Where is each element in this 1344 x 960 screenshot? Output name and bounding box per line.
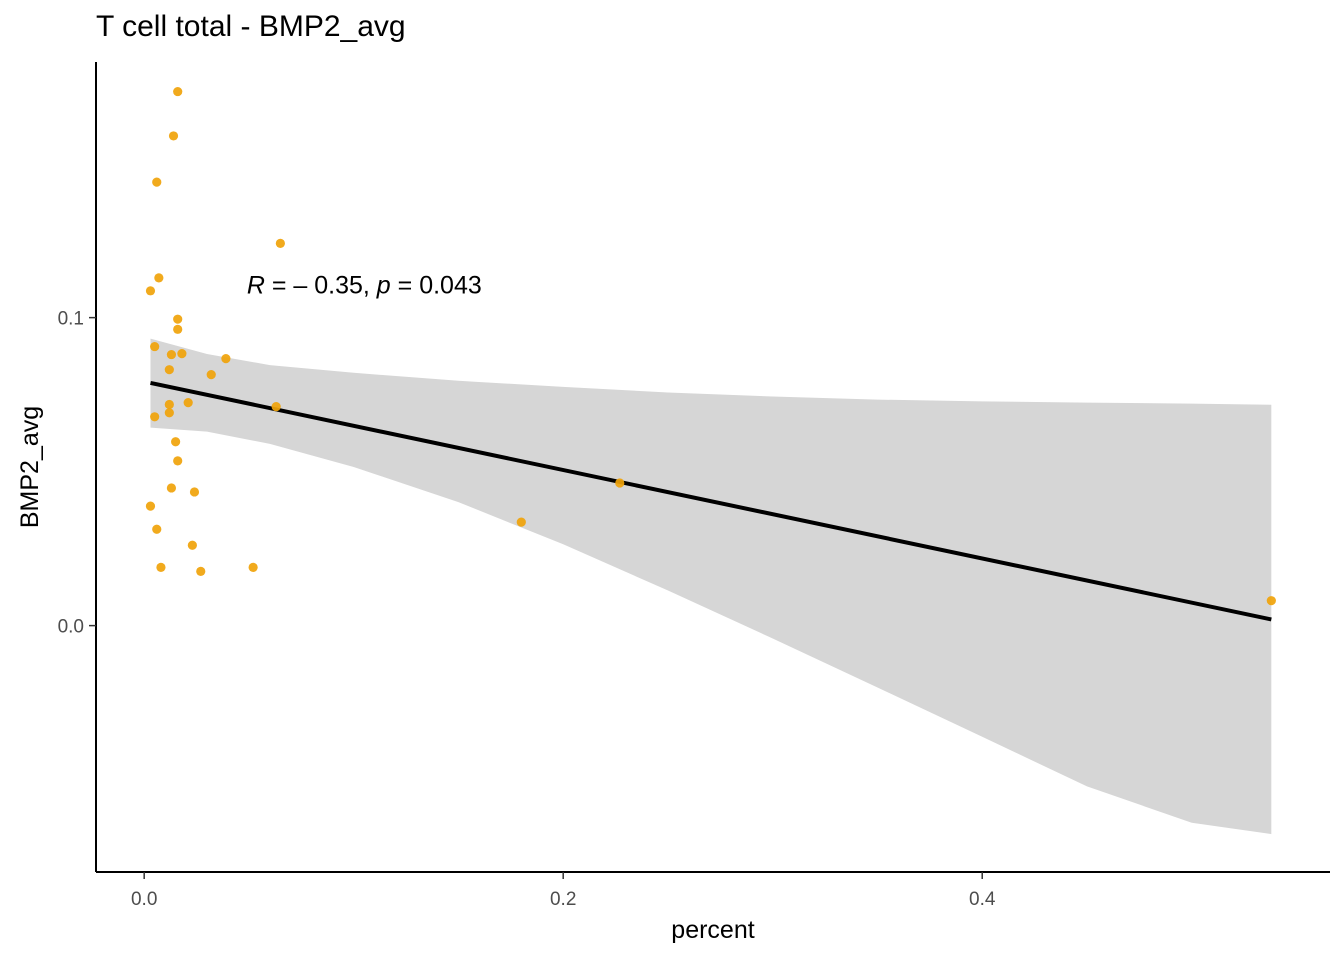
data-point [187,540,197,550]
data-point [275,238,285,249]
data-point [166,349,177,360]
data-point [171,437,181,447]
data-point [168,131,179,141]
y-axis-title: BMP2_avg [16,406,44,528]
data-point [173,324,183,334]
data-point [183,398,193,408]
data-point [145,286,156,296]
x-axis-title: percent [671,916,754,944]
data-point [164,365,174,375]
confidence-band-layer [150,338,1272,835]
data-point [615,478,625,488]
p-label: p [376,272,391,300]
data-point [221,353,231,364]
y-tick-label: 0.0 [58,617,84,638]
chart-title: T cell total - BMP2_avg [96,10,406,43]
x-tick-label: 0.0 [131,889,157,910]
data-point [145,501,156,511]
correlation-annotation: R = – 0.35, p = 0.043 [247,272,482,300]
data-point [164,408,174,418]
fit-line-layer [150,380,1272,622]
x-tick-label: 0.2 [550,889,576,910]
axes-layer: 0.0 0.2 0.4 0.0 0.1 [58,62,1330,910]
data-point [173,314,183,324]
data-point [150,412,160,422]
data-point [173,86,183,97]
data-point [164,399,174,410]
data-point [156,562,166,573]
data-point [516,517,526,527]
r-value: = – 0.35, [265,272,377,300]
confidence-band [150,338,1272,835]
p-value: = 0.043 [391,272,482,300]
data-point [196,566,206,577]
data-point [189,487,200,497]
data-point [166,483,177,493]
data-point [177,349,187,359]
data-point [248,562,258,573]
data-point [173,456,183,466]
data-point [154,273,164,283]
y-tick-label: 0.1 [58,309,84,330]
data-point [1266,596,1276,606]
data-point [206,370,216,380]
x-tick-label: 0.4 [969,889,996,910]
data-points-layer [145,86,1276,606]
r-label: R [247,272,265,300]
regression-line [150,380,1272,622]
data-point [152,524,162,534]
data-point [271,402,281,412]
data-point [150,341,160,352]
data-point [152,177,162,187]
